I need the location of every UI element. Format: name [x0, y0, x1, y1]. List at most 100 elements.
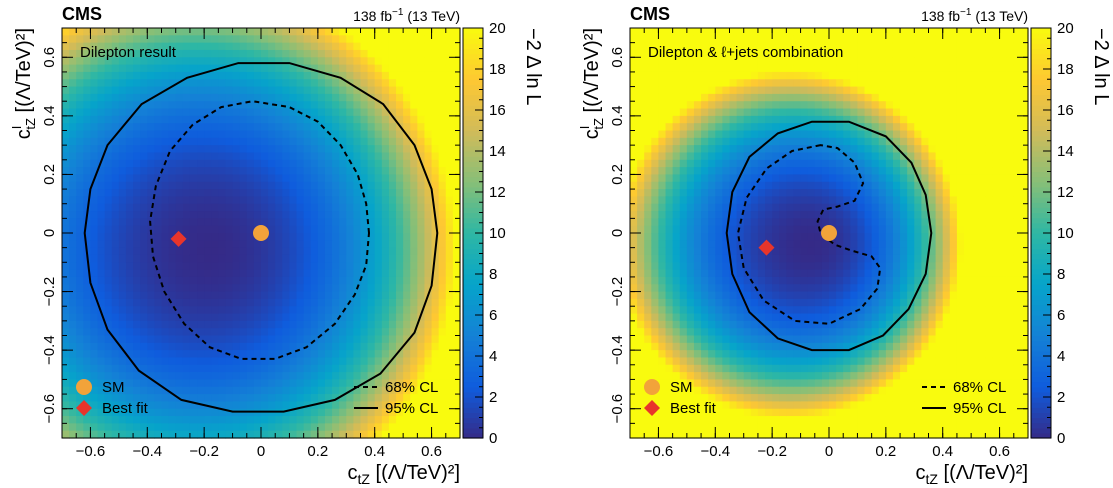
heatmap-cell	[424, 335, 433, 344]
heatmap-cell	[296, 145, 305, 154]
heatmap-cell	[417, 306, 426, 315]
heatmap-cell	[282, 225, 291, 234]
heatmap-cell	[332, 401, 340, 410]
heatmap-cell	[118, 145, 127, 154]
heatmap-cell	[665, 211, 674, 219]
heatmap-cell	[332, 203, 340, 212]
heatmap-cell	[296, 225, 305, 234]
heatmap-cell	[438, 174, 447, 183]
heatmap-cell	[90, 86, 99, 95]
heatmap-cell	[232, 189, 241, 197]
heatmap-cell	[743, 123, 752, 132]
heatmap-cell	[197, 71, 205, 80]
heatmap-cell	[779, 71, 787, 80]
heatmap-cell	[424, 284, 433, 293]
heatmap-cell	[175, 335, 184, 344]
heatmap-cell	[76, 372, 84, 381]
heatmap-cell	[310, 394, 319, 402]
heatmap-cell	[175, 181, 184, 190]
heatmap-cell	[410, 123, 418, 132]
heatmap-cell	[381, 49, 390, 58]
heatmap-cell	[218, 328, 227, 337]
heatmap-cell	[296, 328, 305, 337]
heatmap-cell	[168, 218, 177, 227]
heatmap-cell	[133, 291, 141, 300]
heatmap-cell	[445, 159, 454, 168]
heatmap-cell	[104, 416, 113, 424]
heatmap-cell	[204, 269, 212, 278]
heatmap-cell	[69, 196, 77, 205]
heatmap-cell	[211, 394, 219, 402]
heatmap-cell	[672, 167, 681, 176]
heatmap-cell	[232, 423, 241, 432]
heatmap-cell	[275, 152, 283, 161]
colorbar-tick-label: 12	[489, 184, 506, 201]
heatmap-cell	[275, 240, 283, 249]
heatmap-cell	[246, 101, 255, 110]
heatmap-cell	[317, 262, 326, 271]
heatmap-cell	[757, 42, 766, 51]
heatmap-cell	[658, 196, 667, 205]
heatmap-cell	[736, 93, 745, 102]
heatmap-cell	[644, 306, 652, 315]
heatmap-cell	[772, 49, 780, 58]
heatmap-cell	[125, 423, 134, 432]
heatmap-cell	[772, 372, 780, 381]
heatmap-cell	[424, 394, 433, 402]
heatmap-cell	[388, 320, 397, 329]
heatmap-cell	[686, 49, 695, 58]
heatmap-cell	[353, 291, 362, 300]
heatmap-cell	[189, 28, 198, 36]
heatmap-cell	[786, 101, 795, 110]
heatmap-cell	[772, 247, 780, 256]
heatmap-cell	[360, 320, 369, 329]
heatmap-cell	[133, 159, 141, 168]
heatmap-cell	[204, 335, 212, 344]
heatmap-cell	[793, 130, 802, 139]
heatmap-cell	[743, 35, 752, 44]
heatmap-cell	[310, 49, 319, 58]
heatmap-cell	[232, 379, 241, 388]
heatmap-cell	[786, 159, 795, 168]
heatmap-cell	[431, 35, 440, 44]
heatmap-cell	[118, 408, 127, 417]
heatmap-cell	[90, 71, 99, 80]
heatmap-cell	[282, 28, 291, 36]
heatmap-cell	[140, 269, 148, 278]
heatmap-cell	[757, 394, 766, 402]
heatmap-cell	[381, 313, 390, 322]
heatmap-cell	[715, 64, 723, 73]
heatmap-cell	[630, 71, 638, 80]
heatmap-cell	[765, 313, 773, 322]
heatmap-cell	[296, 276, 305, 285]
heatmap-cell	[332, 254, 340, 263]
heatmap-cell	[765, 167, 773, 176]
heatmap-cell	[757, 71, 766, 80]
heatmap-cell	[701, 49, 709, 58]
heatmap-cell	[431, 196, 440, 205]
heatmap-cell	[125, 196, 134, 205]
heatmap-cell	[800, 394, 809, 402]
heatmap-cell	[76, 357, 84, 366]
heatmap-cell	[182, 284, 191, 293]
heatmap-cell	[97, 350, 106, 359]
heatmap-cell	[665, 123, 674, 132]
heatmap-cell	[431, 152, 440, 161]
heatmap-cell	[76, 306, 84, 315]
heatmap-cell	[388, 152, 397, 161]
heatmap-cell	[69, 394, 77, 402]
heatmap-cell	[701, 181, 709, 190]
heatmap-cell	[83, 291, 92, 300]
heatmap-cell	[779, 108, 787, 117]
heatmap-cell	[651, 298, 660, 307]
heatmap-cell	[332, 64, 340, 73]
heatmap-cell	[211, 379, 219, 388]
heatmap-cell	[268, 247, 276, 256]
heatmap-cell	[637, 342, 645, 351]
heatmap-cell	[665, 379, 674, 388]
heatmap-cell	[772, 298, 780, 307]
heatmap-cell	[182, 276, 191, 285]
heatmap-cell	[303, 372, 312, 381]
heatmap-cell	[410, 167, 418, 176]
heatmap-cell	[118, 196, 127, 205]
